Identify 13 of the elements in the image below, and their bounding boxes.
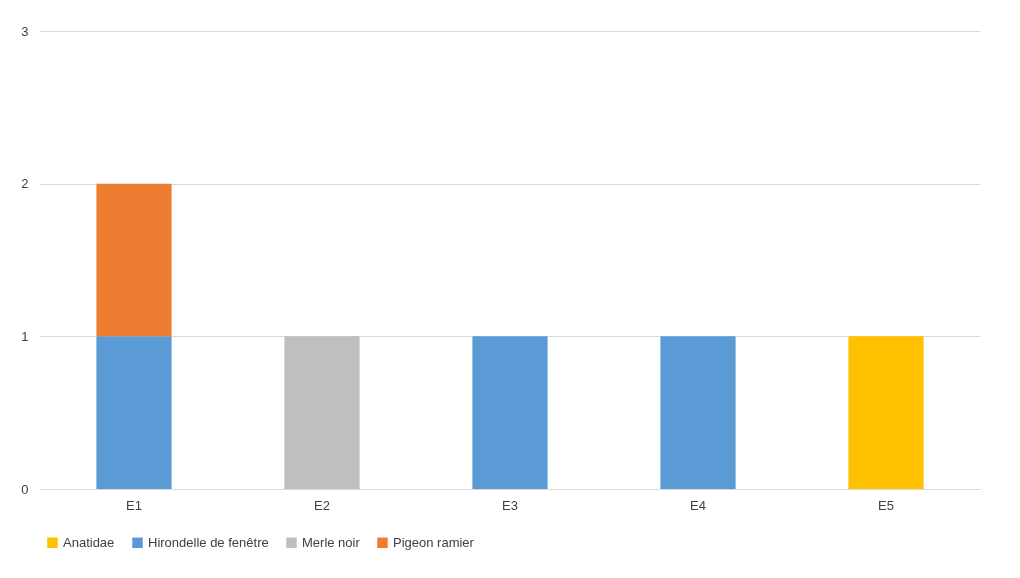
y-tick-label: 1 bbox=[21, 328, 29, 344]
legend-label: Pigeon ramier bbox=[393, 534, 475, 550]
legend-label: Merle noir bbox=[302, 534, 361, 550]
legend-label: Anatidae bbox=[63, 534, 115, 550]
x-tick-label: E5 bbox=[878, 497, 894, 513]
x-tick-label: E1 bbox=[126, 497, 142, 513]
y-tick-label: 2 bbox=[21, 176, 29, 192]
y-tick-label: 3 bbox=[21, 23, 29, 39]
x-tick-label: E2 bbox=[314, 497, 330, 513]
x-tick-label: E3 bbox=[502, 497, 518, 513]
x-tick-label: E4 bbox=[690, 497, 706, 513]
y-tick-label: 0 bbox=[21, 481, 29, 497]
legend-label: Hirondelle de fenêtre bbox=[148, 534, 269, 550]
